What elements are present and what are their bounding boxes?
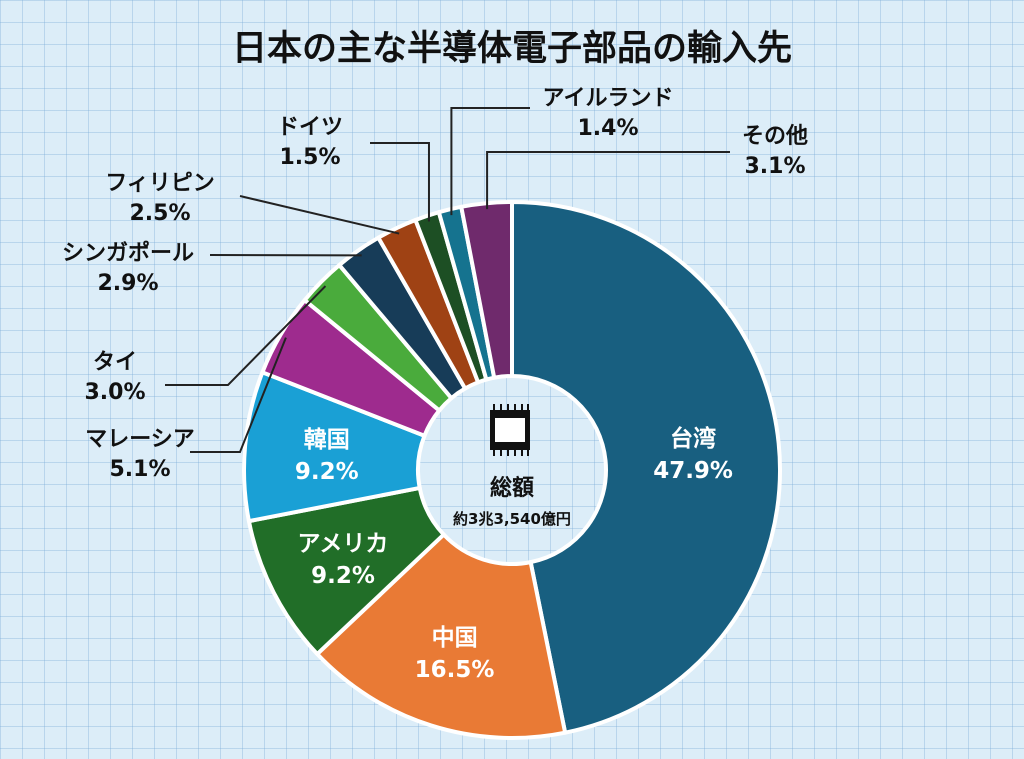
slice-value-taiwan: 47.9%: [653, 458, 733, 484]
slice-name-thailand: タイ: [93, 350, 137, 375]
center-total-value: 約3兆3,540億円: [453, 510, 571, 528]
slice-name-malaysia: マレーシア: [85, 427, 195, 452]
slice-name-germany: ドイツ: [277, 115, 343, 140]
leader-malaysia: [190, 337, 287, 453]
slice-name-other: その他: [742, 124, 808, 149]
slice-value-korea: 9.2%: [295, 459, 359, 485]
chart-title: 日本の主な半導体電子部品の輸入先: [232, 29, 792, 69]
slice-value-thailand: 3.0%: [84, 380, 145, 405]
slice-korea: [242, 370, 427, 524]
slice-value-malaysia: 5.1%: [109, 457, 170, 482]
slice-name-taiwan: 台湾: [670, 425, 716, 452]
slice-value-ireland: 1.4%: [577, 116, 638, 141]
slice-taiwan: [510, 200, 782, 735]
slice-name-singapore: シンガポール: [62, 240, 194, 266]
slice-name-ireland: アイルランド: [543, 86, 674, 111]
slice-name-usa: アメリカ: [298, 531, 389, 557]
chip-icon: [490, 404, 530, 456]
slice-value-usa: 9.2%: [311, 563, 375, 589]
slice-labels: 台湾 47.9% 中国 16.5% アメリカ 9.2% 韓国 9.2% マレーシア 5.1% タイ 3…: [62, 86, 808, 683]
leader-thailand: [165, 285, 327, 386]
slice-value-china: 16.5%: [415, 657, 495, 683]
slice-china: [315, 532, 568, 740]
slice-value-philippines: 2.5%: [129, 201, 190, 226]
slice-value-other: 3.1%: [744, 154, 805, 179]
leader-philippines: [239, 195, 400, 235]
slice-value-singapore: 2.9%: [97, 271, 158, 296]
leader-germany: [370, 142, 430, 222]
leader-lines: [165, 107, 730, 453]
slice-other: [459, 200, 514, 380]
leader-ireland: [450, 107, 530, 216]
center-total-label: 総額: [490, 475, 534, 501]
slice-name-china: 中国: [432, 625, 478, 651]
pie-slices: [242, 200, 782, 740]
slice-value-germany: 1.5%: [279, 145, 340, 170]
slice-name-philippines: フィリピン: [105, 171, 215, 196]
leader-other: [486, 151, 730, 210]
slice-name-korea: 韓国: [304, 426, 350, 453]
slice-usa: [246, 485, 446, 657]
